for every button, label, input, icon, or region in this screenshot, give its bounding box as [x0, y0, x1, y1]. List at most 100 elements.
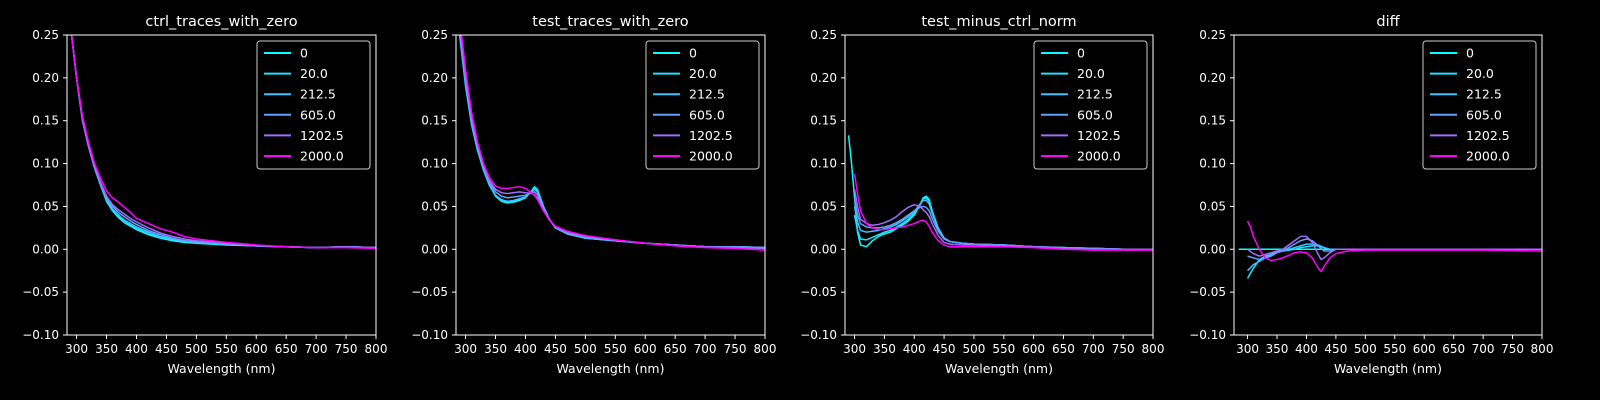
y-tick-label: 0.00 — [1199, 242, 1226, 256]
legend: 0 20.0 212.5 605.0 1202.5 2000.0 — [1422, 40, 1537, 170]
chart-panel-1: test_traces_with_zero 300 350 400 450 500 550 6… — [411, 14, 776, 376]
x-tick-label: 500 — [1354, 342, 1377, 356]
x-tick-label: 550 — [604, 342, 627, 356]
y-tick-label: −0.10 — [1189, 328, 1226, 342]
y-tick-label: 0.20 — [1199, 71, 1226, 85]
y-tick-label: 0.25 — [810, 28, 837, 42]
legend-label: 212.5 — [300, 87, 336, 102]
series-line-5 — [1246, 220, 1542, 273]
x-tick-label: 400 — [903, 342, 926, 356]
x-tick-label: 500 — [574, 342, 597, 356]
series-line-5 — [70, 35, 376, 250]
x-tick-label: 450 — [544, 342, 567, 356]
x-tick-label: 700 — [305, 342, 328, 356]
x-tick-label: 400 — [1295, 342, 1318, 356]
legend: 0 20.0 212.5 605.0 1202.5 2000.0 — [256, 40, 371, 170]
y-tick-label: 0.25 — [32, 28, 59, 42]
x-tick-label: 350 — [873, 342, 896, 356]
x-tick-label: 800 — [754, 342, 777, 356]
series-line-4 — [853, 189, 1153, 251]
x-axis-label: Wavelength (nm) — [1334, 361, 1442, 376]
x-tick-label: 650 — [275, 342, 298, 356]
legend-label: 0 — [1466, 46, 1474, 61]
legend-label: 1202.5 — [1466, 128, 1510, 143]
y-tick-label: 0.20 — [810, 71, 837, 85]
plot-frame — [1233, 34, 1543, 336]
y-tick-label: −0.10 — [411, 328, 448, 342]
x-tick-label: 400 — [514, 342, 537, 356]
legend-label: 0 — [1077, 46, 1085, 61]
chart-title: test_minus_ctrl_norm — [921, 14, 1076, 30]
legend-label: 605.0 — [689, 107, 725, 122]
legend-label: 20.0 — [689, 66, 717, 81]
chart-panel-3: diff 300 350 400 450 500 550 600 650 700 750 800 −0.… — [1189, 14, 1553, 376]
legend-label: 2000.0 — [1077, 149, 1121, 164]
legend: 0 20.0 212.5 605.0 1202.5 2000.0 — [645, 40, 760, 170]
x-tick-label: 800 — [1142, 342, 1165, 356]
y-tick-label: 0.15 — [421, 114, 448, 128]
y-tick-label: −0.05 — [411, 285, 448, 299]
legend-label: 20.0 — [1466, 66, 1494, 81]
y-tick-label: 0.10 — [32, 157, 59, 171]
x-tick-label: 750 — [1112, 342, 1135, 356]
plot-frame — [455, 34, 766, 336]
y-tick-label: 0.15 — [32, 114, 59, 128]
legend-label: 212.5 — [1077, 87, 1113, 102]
x-tick-label: 650 — [1052, 342, 1075, 356]
y-tick-label: 0.20 — [32, 71, 59, 85]
chart-title: ctrl_traces_with_zero — [145, 14, 297, 30]
x-tick-label: 750 — [1501, 342, 1524, 356]
legend-label: 0 — [300, 46, 308, 61]
legend-label: 605.0 — [1466, 107, 1502, 122]
x-tick-label: 300 — [454, 342, 477, 356]
x-tick-label: 650 — [664, 342, 687, 356]
y-tick-label: −0.10 — [22, 328, 59, 342]
chart-title: diff — [1376, 14, 1400, 30]
legend-label: 20.0 — [300, 66, 328, 81]
series-line-5 — [853, 173, 1153, 251]
x-tick-label: 600 — [1413, 342, 1436, 356]
legend-label: 1202.5 — [689, 128, 733, 143]
x-tick-label: 700 — [694, 342, 717, 356]
series-line-4 — [1247, 235, 1542, 261]
y-tick-label: 0.05 — [1199, 199, 1226, 213]
legend-label: 212.5 — [1466, 87, 1502, 102]
x-tick-label: 450 — [155, 342, 178, 356]
x-tick-label: 350 — [484, 342, 507, 356]
plot-frame — [844, 34, 1154, 336]
legend-label: 20.0 — [1077, 66, 1105, 81]
y-tick-label: 0.15 — [1199, 114, 1226, 128]
x-tick-label: 750 — [724, 342, 747, 356]
legend-label: 0 — [689, 46, 697, 61]
y-tick-label: 0.10 — [1199, 157, 1226, 171]
x-tick-label: 350 — [1266, 342, 1289, 356]
x-tick-label: 600 — [1022, 342, 1045, 356]
plot-frame — [66, 34, 377, 336]
y-tick-label: −0.05 — [22, 285, 59, 299]
x-axis-label: Wavelength (nm) — [557, 361, 665, 376]
y-tick-label: 0.25 — [421, 28, 448, 42]
x-tick-label: 300 — [1236, 342, 1259, 356]
legend-label: 212.5 — [689, 87, 725, 102]
x-tick-label: 350 — [95, 342, 118, 356]
x-tick-label: 400 — [125, 342, 148, 356]
chart-panel-2: test_minus_ctrl_norm 300 350 400 450 500 550 60… — [800, 14, 1164, 376]
x-tick-label: 500 — [962, 342, 985, 356]
legend-label: 2000.0 — [300, 149, 344, 164]
x-tick-label: 600 — [245, 342, 268, 356]
x-tick-label: 600 — [634, 342, 657, 356]
x-tick-label: 500 — [185, 342, 208, 356]
x-tick-label: 550 — [992, 342, 1015, 356]
x-tick-label: 750 — [335, 342, 358, 356]
x-tick-label: 550 — [215, 342, 238, 356]
x-tick-label: 650 — [1442, 342, 1465, 356]
x-tick-label: 450 — [933, 342, 956, 356]
y-tick-label: 0.10 — [810, 157, 837, 171]
chart-panel-0: ctrl_traces_with_zero 300 350 400 450 500 550 6… — [22, 14, 387, 376]
y-tick-label: −0.10 — [800, 328, 837, 342]
x-tick-label: 550 — [1383, 342, 1406, 356]
y-tick-label: 0.20 — [421, 71, 448, 85]
y-tick-label: 0.05 — [32, 199, 59, 213]
y-tick-label: 0.10 — [421, 157, 448, 171]
